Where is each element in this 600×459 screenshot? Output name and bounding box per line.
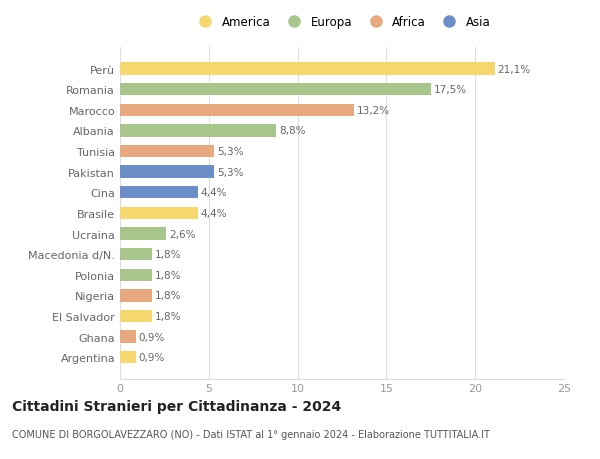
Text: 0,9%: 0,9% — [139, 353, 165, 363]
Bar — [120, 104, 355, 117]
Text: 5,3%: 5,3% — [217, 167, 243, 177]
Text: 1,8%: 1,8% — [155, 311, 181, 321]
Bar — [120, 331, 136, 343]
Legend: America, Europa, Africa, Asia: America, Europa, Africa, Asia — [193, 16, 491, 29]
Bar — [120, 84, 431, 96]
Bar — [120, 290, 152, 302]
Bar — [120, 351, 136, 364]
Bar — [120, 146, 214, 158]
Bar — [120, 63, 495, 76]
Text: 21,1%: 21,1% — [497, 64, 530, 74]
Bar — [120, 228, 166, 240]
Text: 2,6%: 2,6% — [169, 229, 196, 239]
Text: 13,2%: 13,2% — [357, 106, 390, 116]
Bar — [120, 166, 214, 179]
Text: 4,4%: 4,4% — [201, 208, 227, 218]
Text: 1,8%: 1,8% — [155, 291, 181, 301]
Bar — [120, 310, 152, 323]
Bar — [120, 187, 198, 199]
Bar — [120, 248, 152, 261]
Bar — [120, 269, 152, 281]
Text: 8,8%: 8,8% — [279, 126, 305, 136]
Text: 4,4%: 4,4% — [201, 188, 227, 198]
Text: 1,8%: 1,8% — [155, 250, 181, 260]
Bar — [120, 207, 198, 219]
Text: 0,9%: 0,9% — [139, 332, 165, 342]
Text: COMUNE DI BORGOLAVEZZARO (NO) - Dati ISTAT al 1° gennaio 2024 - Elaborazione TUT: COMUNE DI BORGOLAVEZZARO (NO) - Dati IST… — [12, 429, 490, 439]
Text: 5,3%: 5,3% — [217, 147, 243, 157]
Text: 17,5%: 17,5% — [433, 85, 467, 95]
Bar — [120, 125, 276, 137]
Text: Cittadini Stranieri per Cittadinanza - 2024: Cittadini Stranieri per Cittadinanza - 2… — [12, 399, 341, 413]
Text: 1,8%: 1,8% — [155, 270, 181, 280]
